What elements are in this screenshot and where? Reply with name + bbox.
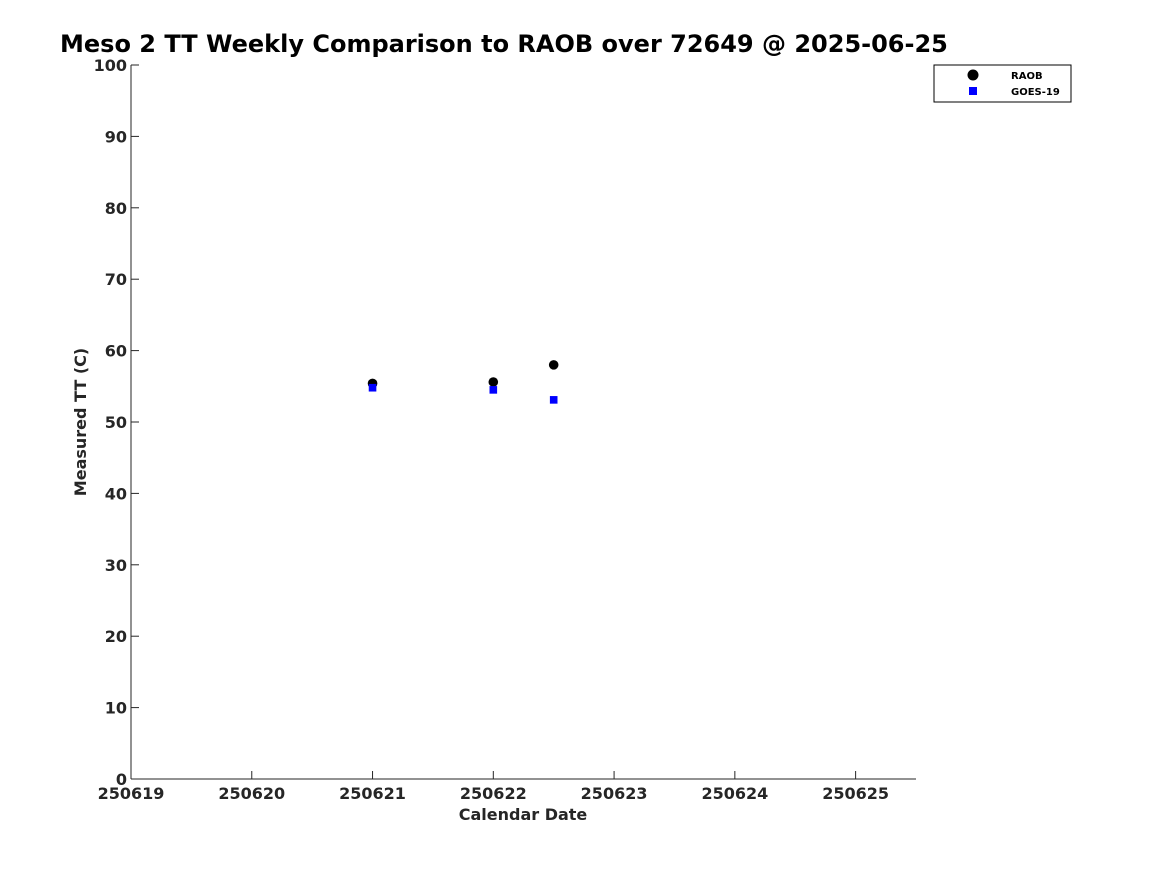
goes-19-point	[368, 383, 377, 392]
y-tick-label: 70	[105, 270, 127, 289]
raob-point	[548, 360, 559, 370]
x-tick-label: 250621	[339, 784, 406, 803]
axes: 0 10 20 30 40 50 60 70 80 90 100 250619 250620 250621…	[94, 56, 916, 803]
y-tick-label: 50	[105, 413, 127, 432]
y-tick-label: 90	[105, 127, 127, 146]
y-tick-label: 10	[105, 699, 127, 718]
x-tick-label: 250622	[460, 784, 527, 803]
legend-label: RAOB	[1011, 71, 1043, 82]
x-tick-label: 250623	[581, 784, 648, 803]
goes-19-point	[549, 396, 558, 404]
y-tick-label: 80	[105, 199, 127, 218]
legend-raob-marker	[967, 69, 979, 81]
y-tick-label: 40	[105, 484, 127, 503]
legend-box	[933, 64, 1072, 103]
legend-goes-19-marker	[969, 87, 977, 95]
goes-19-point	[489, 386, 498, 394]
x-tick-label: 250619	[98, 784, 165, 803]
x-tick-label: 250624	[701, 784, 768, 803]
y-tick-label: 60	[105, 342, 127, 361]
chart-title: Meso 2 TT Weekly Comparison to RAOB over…	[60, 30, 948, 58]
legend: RAOB GOES-19	[933, 64, 1072, 103]
y-tick-label: 0	[116, 770, 127, 789]
data-marks	[367, 360, 559, 404]
y-tick-label: 20	[105, 627, 127, 646]
y-tick-label: 30	[105, 556, 127, 575]
x-tick-label: 250625	[822, 784, 889, 803]
x-tick-label: 250620	[218, 784, 285, 803]
x-axis-label: Calendar Date	[459, 805, 588, 824]
y-axis-label: Measured TT (C)	[71, 348, 90, 496]
raob-point	[488, 377, 499, 387]
legend-label: GOES-19	[1011, 87, 1060, 98]
y-tick-label: 100	[94, 56, 127, 75]
